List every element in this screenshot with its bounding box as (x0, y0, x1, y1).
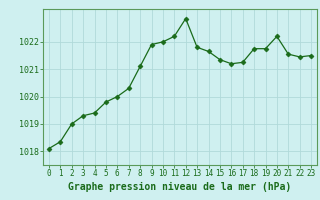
X-axis label: Graphe pression niveau de la mer (hPa): Graphe pression niveau de la mer (hPa) (68, 182, 292, 192)
